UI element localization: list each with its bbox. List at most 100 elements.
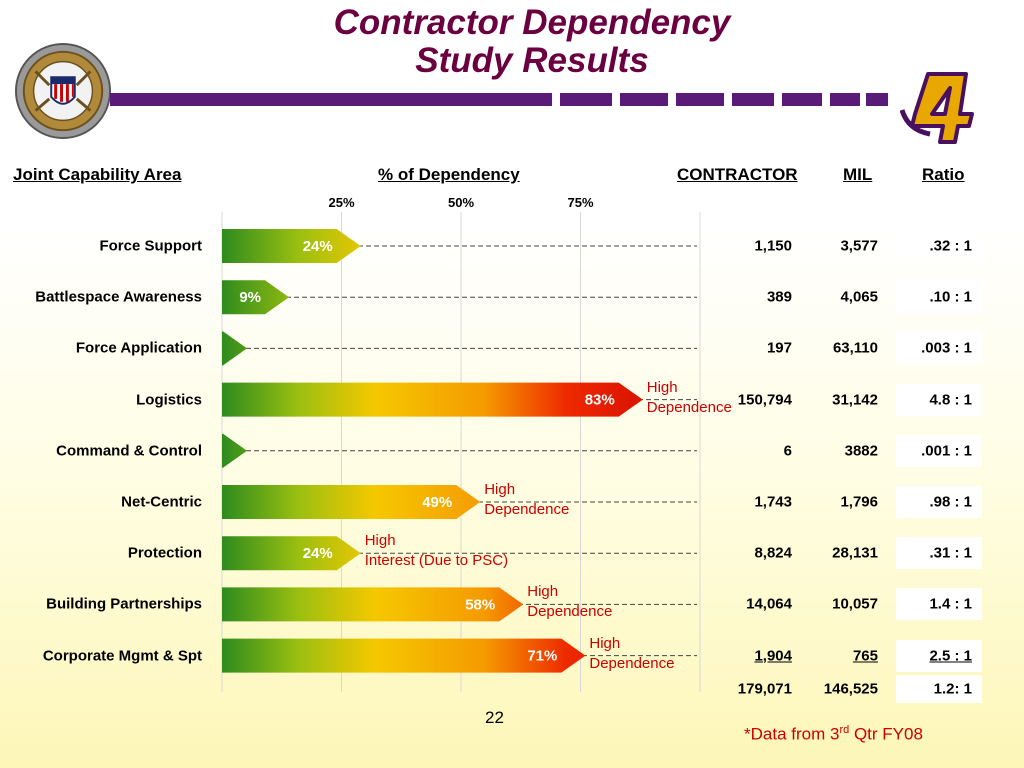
ratio-box: .98 : 1 xyxy=(896,486,982,518)
annotation-note: High Interest (Due to PSC) xyxy=(365,531,508,571)
bar-data-label: 83% xyxy=(585,392,615,409)
total-ratio: 1.2: 1 xyxy=(933,680,972,698)
bar xyxy=(222,280,290,315)
ratio-box: .31 : 1 xyxy=(896,537,982,570)
ratio-value: 1.4 : 1 xyxy=(929,595,972,613)
annotation-line-1: High xyxy=(589,634,621,652)
joint-chiefs-seal-icon xyxy=(14,42,112,140)
header-band-dash xyxy=(620,93,668,106)
bar xyxy=(222,638,586,673)
contractor-value: 8,824 xyxy=(754,544,792,562)
capability-area-label: Force Support xyxy=(99,237,202,255)
annotation-line-1: High xyxy=(364,532,396,550)
mil-value: 1,796 xyxy=(840,493,878,511)
bar xyxy=(222,229,361,263)
header-capability-area: Joint Capability Area xyxy=(13,165,182,184)
ratio-value: .10 : 1 xyxy=(929,288,972,306)
annotation-note: High Dependence xyxy=(589,634,674,674)
annotation-line-2: Dependence xyxy=(484,501,570,518)
bar-data-label: 49% xyxy=(422,494,452,511)
annotation-note: High Dependence xyxy=(484,480,569,520)
annotation-note: High Dependence xyxy=(527,582,612,622)
contractor-value: 1,743 xyxy=(754,493,792,511)
header-band-dash xyxy=(830,93,860,106)
title-line-2: Study Results xyxy=(415,41,649,80)
x-tick-label: 25% xyxy=(328,195,355,210)
capability-area-label: Command & Control xyxy=(56,442,202,460)
header-mil: MIL xyxy=(843,165,873,184)
contractor-value: 389 xyxy=(766,288,792,306)
annotation-line-2: Dependence xyxy=(527,603,613,621)
ratio-box: 4.8 : 1 xyxy=(896,383,982,416)
contractor-value: 150,794 xyxy=(737,391,792,409)
ratio-value: 2.5 : 1 xyxy=(929,647,972,665)
bar-data-label: 24% xyxy=(303,545,333,562)
footnote-suffix: Qtr FY08 xyxy=(849,724,923,744)
x-tick-label: 50% xyxy=(447,195,475,210)
bar-data-label: 9% xyxy=(239,289,261,306)
x-tick-label: 75% xyxy=(567,195,594,210)
annotation-line-1: High xyxy=(646,378,678,396)
annotation-line-2: Interest (Due to PSC) xyxy=(364,552,509,570)
ratio-box: .32 : 1 xyxy=(896,230,982,262)
bar-data-label: 71% xyxy=(527,648,557,665)
bar xyxy=(222,587,524,622)
header-ratio: Ratio xyxy=(922,165,965,184)
capability-area-label: Corporate Mgmt & Spt xyxy=(42,647,202,665)
mil-value: 765 xyxy=(852,647,878,665)
mil-value: 3,577 xyxy=(840,237,878,255)
mil-value: 3882 xyxy=(844,442,878,460)
ratio-value: .98 : 1 xyxy=(929,493,972,511)
contractor-value: 197 xyxy=(766,339,792,357)
ratio-box: .001 : 1 xyxy=(896,434,982,467)
total-contractor: 179,071 xyxy=(737,680,792,698)
ratio-value: .32 : 1 xyxy=(929,237,972,255)
bar-data-label: 58% xyxy=(465,596,495,613)
annotation-line-1: High xyxy=(484,481,516,498)
footnote-sup: rd xyxy=(839,724,850,736)
header-band xyxy=(110,93,552,106)
ratio-value: .001 : 1 xyxy=(921,442,972,460)
mil-value: 10,057 xyxy=(832,595,878,613)
bar xyxy=(222,536,361,571)
contractor-value: 14,064 xyxy=(746,595,792,613)
annotation-line-1: High xyxy=(527,583,559,601)
contractor-value: 1,904 xyxy=(754,647,792,665)
mil-value: 63,110 xyxy=(832,339,878,357)
bar xyxy=(222,382,643,417)
bar-data-label: 24% xyxy=(303,238,333,255)
annotation-line-2: Dependence xyxy=(589,654,675,672)
capability-area-label: Force Application xyxy=(75,339,202,357)
capability-area-label: Net-Centric xyxy=(121,493,202,511)
ratio-value: 4.8 : 1 xyxy=(929,391,972,409)
total-ratio-box: 1.2: 1 xyxy=(896,675,982,703)
j4-logo-icon xyxy=(900,72,974,144)
ratio-value: .003 : 1 xyxy=(921,339,972,357)
title-line-1: Contractor Dependency xyxy=(333,3,731,42)
annotation-note: High Dependence xyxy=(647,378,732,418)
header-band-dash xyxy=(560,93,612,106)
contractor-value: 1,150 xyxy=(754,237,792,255)
ratio-box: 1.4 : 1 xyxy=(896,588,982,621)
mil-value: 31,142 xyxy=(832,391,878,409)
mil-value: 4,065 xyxy=(840,288,878,306)
bar xyxy=(222,485,481,519)
ratio-box: .10 : 1 xyxy=(896,281,982,314)
slide-title: Contractor Dependency Study Results xyxy=(0,4,1024,80)
footnote-prefix: *Data from 3 xyxy=(744,724,840,744)
capability-area-label: Protection xyxy=(127,544,202,562)
annotation-line-2: Dependence xyxy=(646,398,732,416)
page-number: 22 xyxy=(485,708,504,727)
ratio-box: 2.5 : 1 xyxy=(896,639,982,672)
header-contractor: CONTRACTOR xyxy=(677,165,798,184)
bar xyxy=(222,433,247,468)
bar xyxy=(222,331,247,366)
header-band-dash xyxy=(782,93,822,106)
header-band-dash xyxy=(866,93,888,106)
ratio-box: .003 : 1 xyxy=(896,332,982,365)
mil-value: 28,131 xyxy=(832,544,878,562)
capability-area-label: Building Partnerships xyxy=(46,595,202,613)
header-band-dash xyxy=(676,93,724,106)
capability-area-label: Logistics xyxy=(136,391,202,409)
